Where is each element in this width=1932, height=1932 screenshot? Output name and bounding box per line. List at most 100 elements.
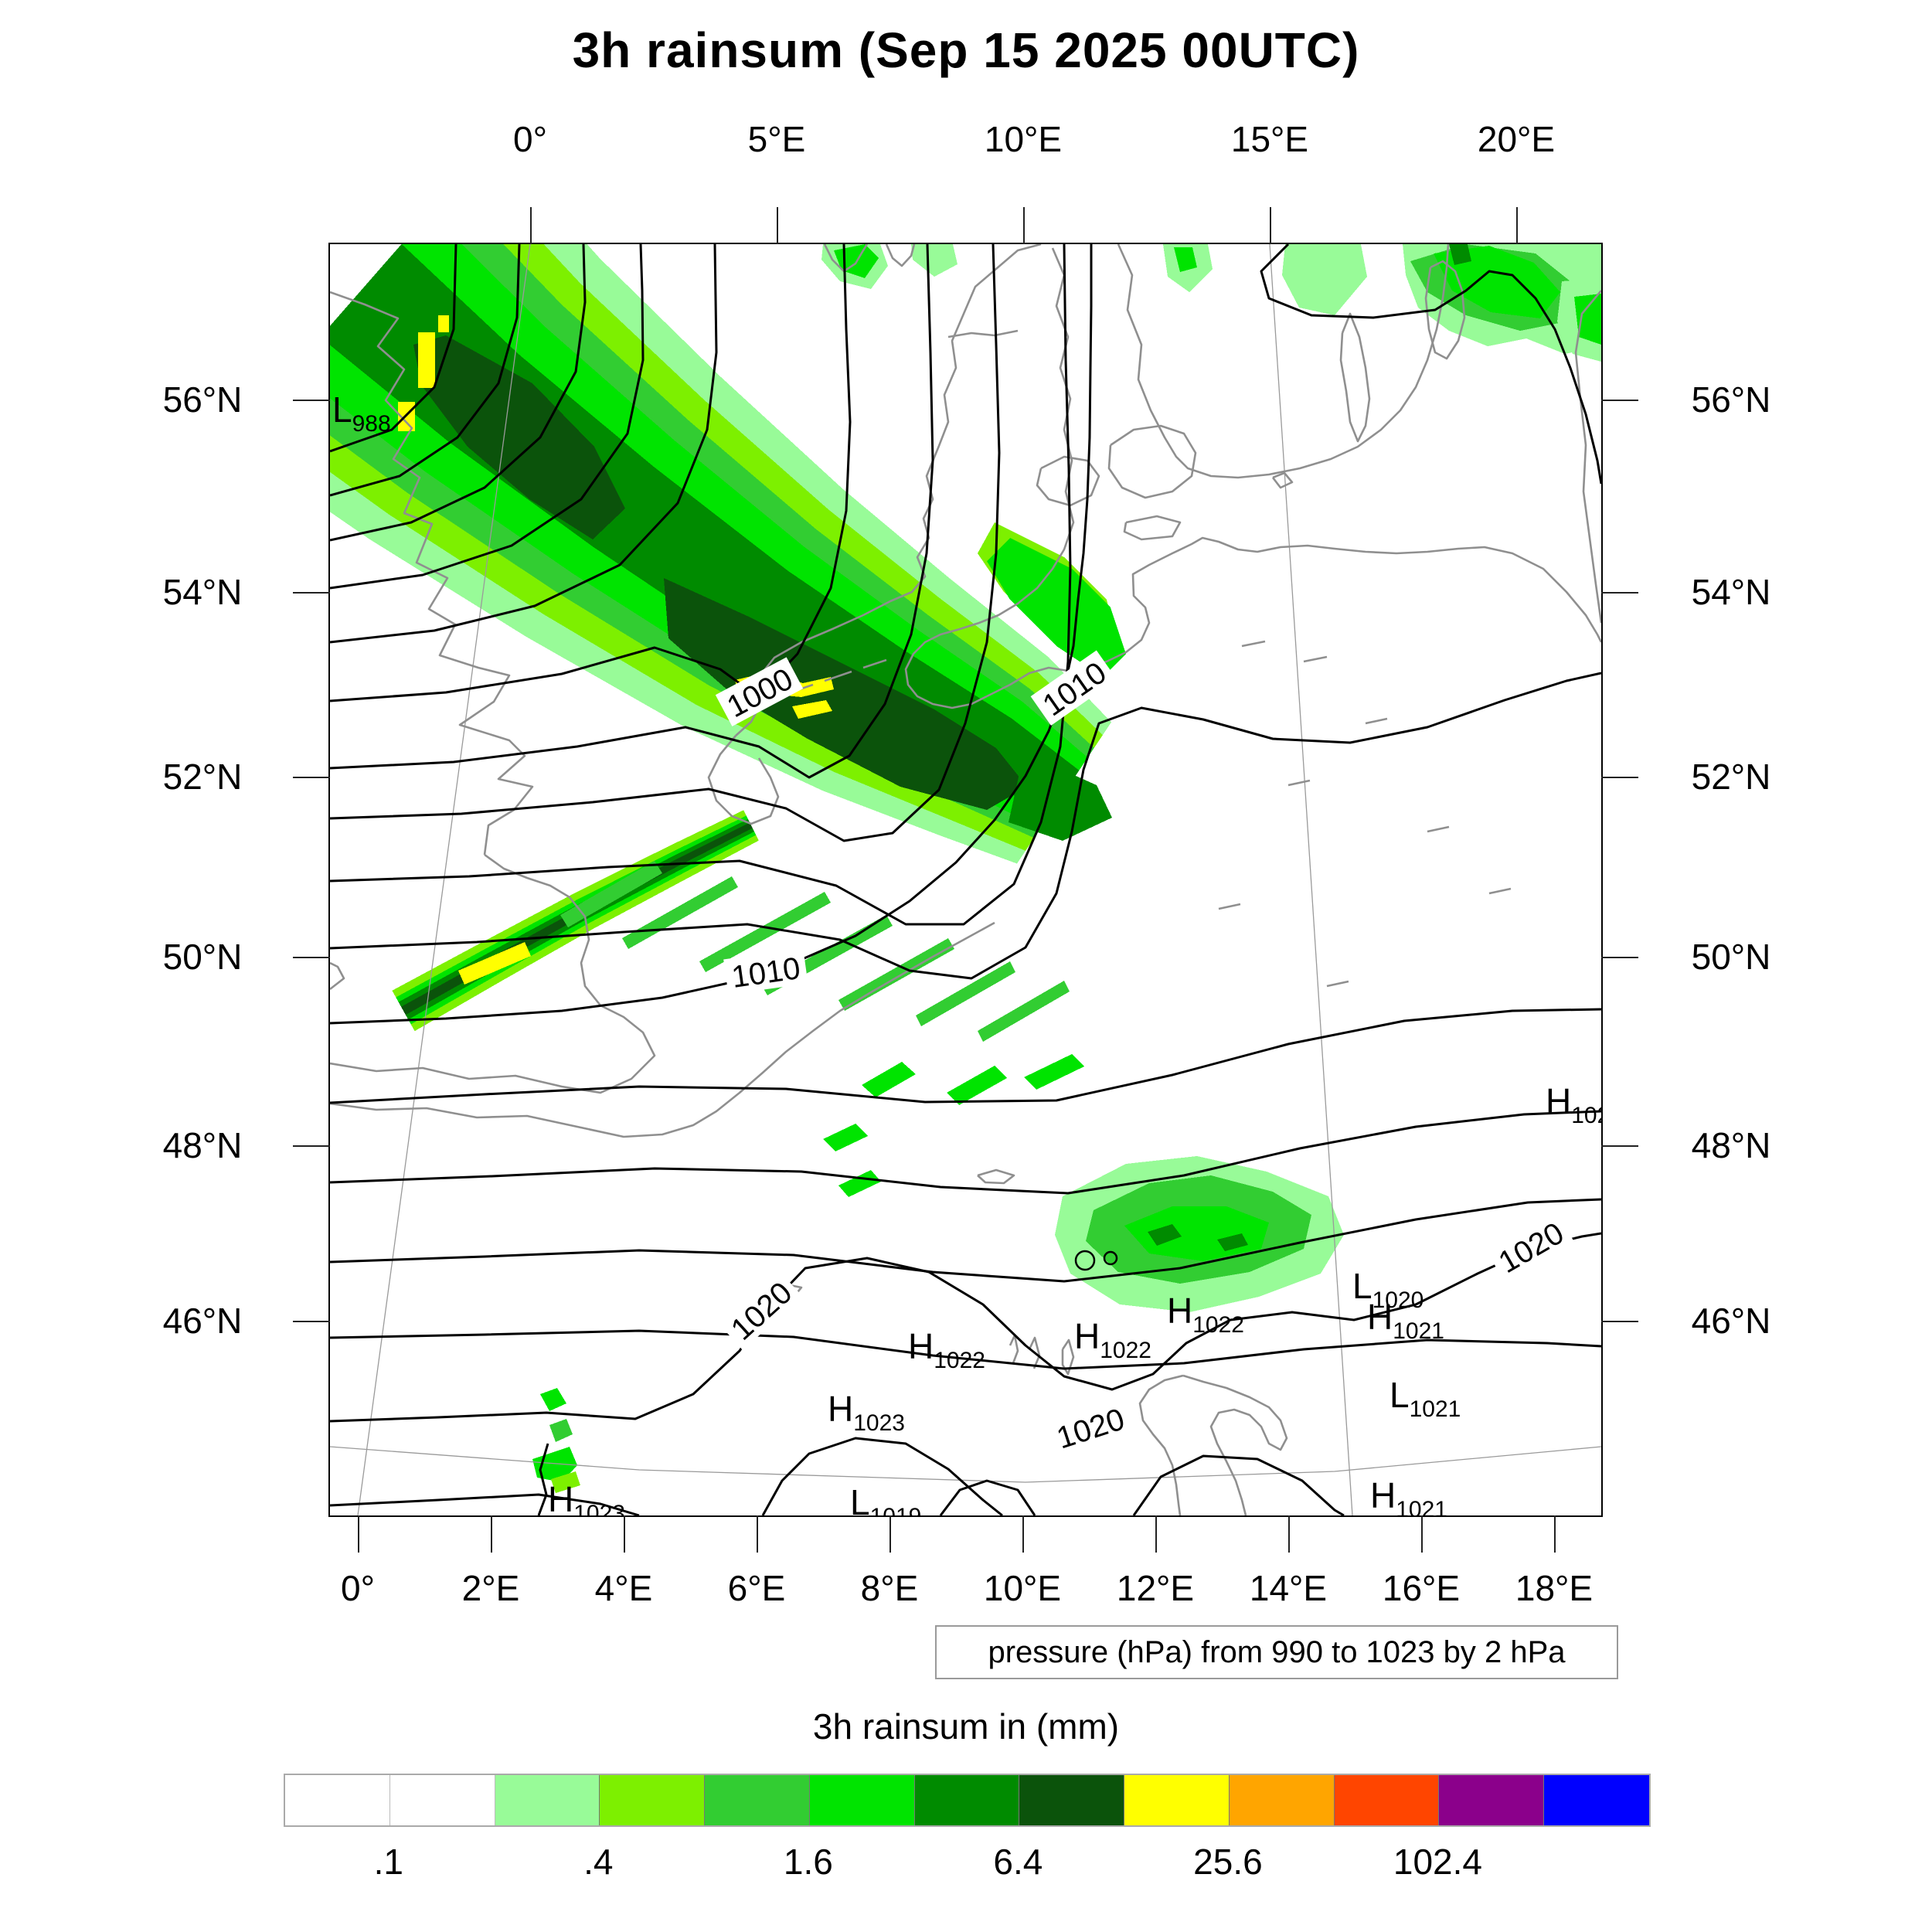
pressure-center-label: L988 — [332, 389, 391, 437]
rain-patch — [792, 700, 832, 719]
pressure-center-label: H1021 — [1367, 1297, 1444, 1344]
legend-tick-label: 25.6 — [1193, 1842, 1263, 1882]
pressure-center-text: 988 — [352, 411, 391, 437]
pressure-center-text: H — [1367, 1297, 1393, 1337]
rain-patch — [862, 1062, 916, 1097]
bottom-axis-tick — [889, 1515, 891, 1553]
left-axis-tick — [293, 400, 330, 401]
coastline — [1107, 424, 1197, 499]
left-axis-label: 48°N — [162, 1125, 243, 1165]
legend-color-cell — [1124, 1775, 1230, 1825]
rain-patch — [1009, 753, 1112, 841]
rain-patch — [458, 942, 531, 985]
pressure-contour — [330, 1493, 640, 1515]
pressure-contour — [330, 244, 1072, 926]
graticule-line — [1269, 244, 1353, 1515]
left-axis-label: 52°N — [162, 757, 243, 797]
top-axis-label: 0° — [513, 119, 547, 159]
pressure-center-text: 1020 — [1571, 1103, 1601, 1128]
pressure-center-text: H — [1167, 1291, 1192, 1331]
coastline — [1241, 640, 1266, 648]
pressure-center-text: H — [1370, 1475, 1396, 1515]
pressure-contour — [330, 1232, 1601, 1423]
right-axis-tick — [1601, 957, 1638, 958]
legend-tick-label: 6.4 — [993, 1842, 1043, 1882]
pressure-center-text: L — [1389, 1375, 1410, 1415]
coastline — [330, 921, 995, 1138]
pressure-center-label: L1019 — [850, 1482, 921, 1515]
legend-tick-label: 102.4 — [1393, 1842, 1483, 1882]
rain-patch — [1449, 244, 1471, 265]
coastline — [1427, 825, 1450, 833]
legend-color-cell — [809, 1775, 915, 1825]
coastline — [977, 1168, 1015, 1185]
pressure-center-text: L — [1352, 1266, 1372, 1306]
rain-patch — [1174, 247, 1197, 272]
pressure-center-text: 1022 — [934, 1348, 985, 1373]
bottom-axis-label: 16°E — [1382, 1568, 1461, 1608]
coastline — [1303, 655, 1328, 663]
left-axis-tick — [293, 1321, 330, 1322]
coastline — [1182, 1374, 1288, 1515]
coastline — [1028, 1336, 1041, 1369]
top-axis-label: 10°E — [984, 119, 1063, 159]
coastline — [330, 853, 656, 1094]
pressure-center-label: H1022 — [908, 1326, 985, 1373]
legend-tick-label: 1.6 — [783, 1842, 833, 1882]
pressure-center-label: H1023 — [548, 1479, 625, 1515]
coastline — [885, 244, 916, 267]
legend-color-cell — [389, 1775, 495, 1825]
top-axis-label: 5°E — [747, 119, 806, 159]
bottom-axis-tick — [491, 1515, 492, 1553]
pressure-contour-loop — [1103, 1250, 1118, 1266]
pressure-center-text: 1019 — [870, 1504, 922, 1515]
right-axis-label: 52°N — [1691, 757, 1771, 797]
coastline — [330, 291, 534, 855]
pressure-center-label: H1022 — [1074, 1316, 1151, 1363]
coastline — [1061, 1338, 1075, 1376]
contour-label: 1020 — [1493, 1216, 1570, 1281]
contour-label-box — [1030, 650, 1117, 726]
right-axis-tick — [1601, 777, 1638, 778]
bottom-axis-label: 0° — [341, 1568, 375, 1608]
bottom-axis-label: 14°E — [1249, 1568, 1328, 1608]
rain-patch — [978, 981, 1070, 1042]
rain-patch — [947, 1066, 1007, 1105]
pressure-contour — [1260, 244, 1601, 485]
pressure-center-text: 1022 — [1192, 1312, 1244, 1338]
pressure-note-box: pressure (hPa) from 990 to 1023 by 2 hPa — [935, 1625, 1618, 1679]
coastline — [1339, 312, 1371, 443]
legend-color-cell — [1019, 1775, 1125, 1825]
rain-patch — [1148, 1224, 1182, 1246]
pressure-center-label: H1023 — [828, 1389, 905, 1436]
rain-patch — [987, 538, 1126, 677]
pressure-contour — [330, 1329, 1601, 1370]
rain-patch — [911, 244, 957, 277]
coastline — [330, 961, 345, 991]
pressure-center-text: H — [1546, 1081, 1571, 1121]
legend-color-cell — [705, 1775, 810, 1825]
right-axis-tick — [1601, 1145, 1638, 1147]
rain-patch — [413, 335, 625, 539]
left-axis-tick — [293, 1145, 330, 1147]
pressure-contour — [330, 1198, 1601, 1283]
pressure-contour — [330, 244, 457, 453]
legend-tick-label: .1 — [373, 1842, 403, 1882]
bottom-axis-tick — [757, 1515, 758, 1553]
top-axis-tick — [1516, 207, 1518, 244]
left-axis-tick — [293, 777, 330, 778]
pressure-center-text: L — [332, 389, 352, 430]
top-axis-tick — [1023, 207, 1025, 244]
pressure-note-text: pressure (hPa) from 990 to 1023 by 2 hPa — [988, 1634, 1566, 1669]
bottom-axis-tick — [358, 1515, 359, 1553]
pressure-center-text: H — [1074, 1316, 1100, 1356]
bottom-axis-tick — [624, 1515, 625, 1553]
pressure-center-text: H — [828, 1389, 853, 1429]
pressure-contour — [939, 1479, 1036, 1515]
left-axis-tick — [293, 592, 330, 594]
right-axis-tick — [1601, 1321, 1638, 1322]
coastline — [904, 247, 1075, 709]
coastline — [1123, 515, 1182, 541]
rain-patch — [418, 332, 435, 388]
